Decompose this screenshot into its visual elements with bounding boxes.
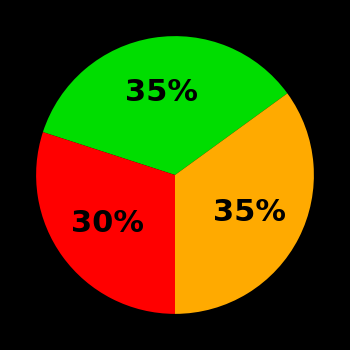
Wedge shape: [43, 36, 287, 175]
Text: 35%: 35%: [125, 78, 198, 107]
Text: 35%: 35%: [213, 198, 286, 228]
Wedge shape: [36, 132, 175, 314]
Text: 30%: 30%: [71, 210, 144, 238]
Wedge shape: [175, 93, 314, 314]
